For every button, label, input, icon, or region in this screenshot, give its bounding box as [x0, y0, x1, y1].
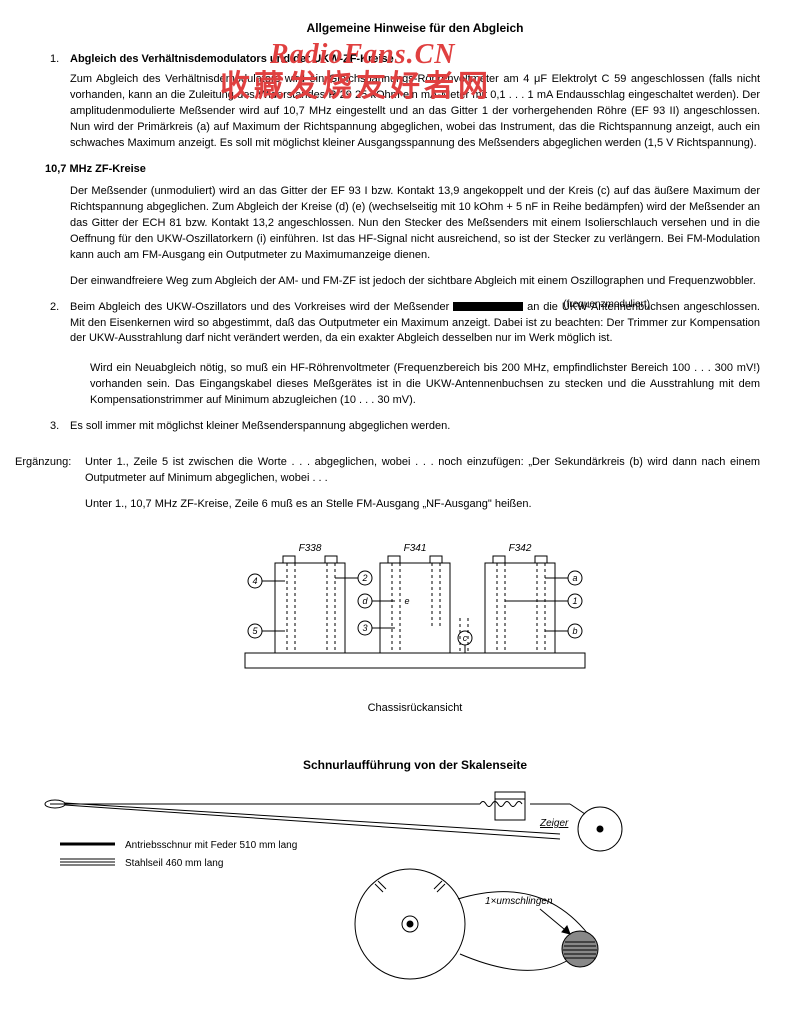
svg-text:c: c [463, 633, 468, 643]
supplement-block: Ergänzung: Unter 1., Zeile 5 ist zwische… [70, 455, 760, 523]
svg-text:3: 3 [362, 623, 367, 633]
item-3: 3. Es soll immer mit möglichst kleiner M… [70, 419, 760, 445]
redaction-bar [453, 302, 523, 311]
svg-text:2: 2 [361, 573, 367, 583]
svg-text:d: d [362, 596, 368, 606]
svg-text:b: b [572, 626, 577, 636]
item-1-para-1: Zum Abgleich des Verhältnisdemodulators … [70, 72, 760, 152]
svg-text:Stahlseil 460 mm lang: Stahlseil 460 mm lang [125, 858, 223, 869]
svg-text:4: 4 [252, 576, 257, 586]
svg-text:Antriebsschnur mit Feder 510 m: Antriebsschnur mit Feder 510 mm lang [125, 840, 297, 851]
item-2: 2. Beim Abgleich des UKW-Oszillators und… [70, 300, 760, 358]
item-2-para-1: Beim Abgleich des UKW-Oszillators und de… [70, 300, 760, 348]
item-1-para-3: Der einwandfreiere Weg zum Abgleich der … [70, 274, 760, 290]
svg-text:e: e [404, 596, 409, 606]
item-1-heading: Abgleich des Verhältnisdemodulators und … [70, 52, 394, 68]
svg-text:F341: F341 [404, 543, 427, 554]
item-1-number: 1. [50, 52, 70, 68]
item-1-header: 1. Abgleich des Verhältnisdemodulators u… [70, 52, 760, 68]
item-1-para-2: Der Meßsender (unmoduliert) wird an das … [70, 184, 760, 264]
svg-text:F338: F338 [299, 543, 322, 554]
svg-text:a: a [572, 573, 577, 583]
item-3-para-1: Es soll immer mit möglichst kleiner Meßs… [70, 419, 450, 435]
svg-text:1: 1 [572, 596, 577, 606]
diagram-1-caption: Chassisrückansicht [70, 701, 760, 717]
item-2-para-2: Wird ein Neuabgleich nötig, so muß ein H… [90, 361, 760, 409]
page-title: Allgemeine Hinweise für den Abgleich [70, 20, 760, 37]
section-2-title: Schnurlaufführung von der Skalenseite [70, 757, 760, 774]
chassis-diagram: F338 F341 F342 4 5 2 d 3 e c a 1 b [205, 523, 625, 693]
item-2-number: 2. [50, 300, 70, 358]
fm-note: (frequenzmoduliert) [563, 298, 650, 313]
item-3-number: 3. [50, 419, 70, 445]
svg-text:5: 5 [252, 626, 258, 636]
supplement-label: Ergänzung: [15, 455, 85, 523]
svg-text:F342: F342 [509, 543, 532, 554]
supplement-para-1: Unter 1., Zeile 5 ist zwischen die Worte… [85, 455, 760, 487]
svg-text:Zeiger: Zeiger [539, 818, 569, 829]
item-1-subhead: 10,7 MHz ZF-Kreise [45, 162, 760, 178]
cord-routing-diagram: Zeiger 1×umschlingen Antriebsschnur mit … [40, 784, 680, 994]
svg-text:1×umschlingen: 1×umschlingen [485, 896, 553, 907]
supplement-para-2: Unter 1., 10,7 MHz ZF-Kreise, Zeile 6 mu… [85, 497, 760, 513]
